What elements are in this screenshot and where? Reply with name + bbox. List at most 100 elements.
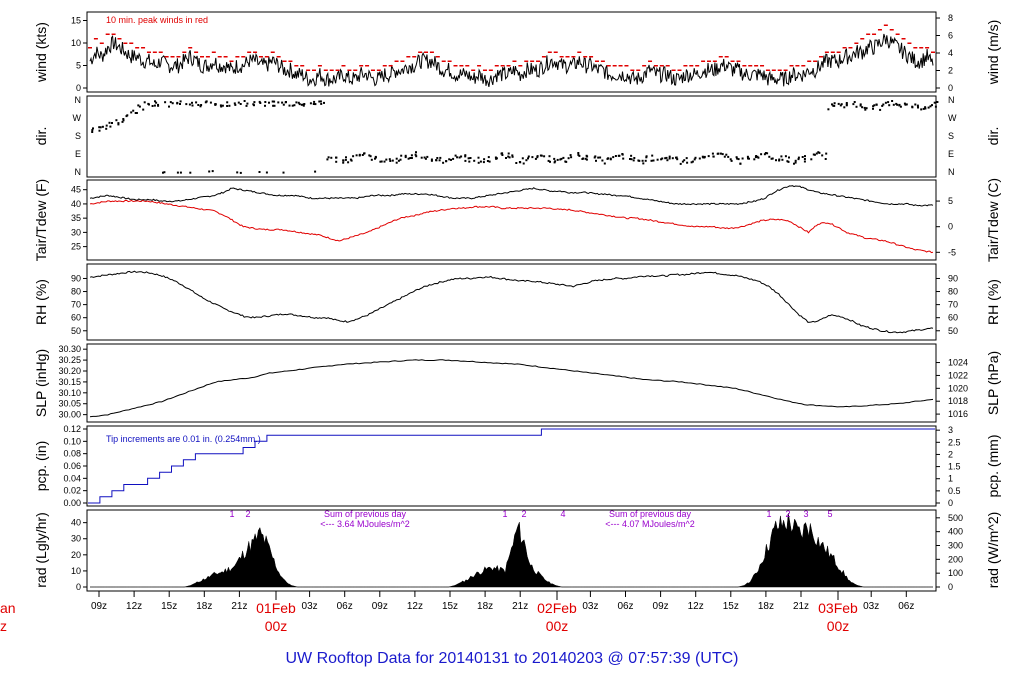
wind-peak-mark — [577, 51, 582, 53]
dir-point — [298, 103, 301, 106]
dir-point — [522, 162, 525, 165]
dir-point — [786, 160, 789, 163]
rad-day-mark: 3 — [803, 509, 808, 519]
ytick-right-temp: -5 — [948, 247, 956, 257]
wind-peak-mark — [583, 56, 588, 58]
dir-point — [595, 159, 597, 162]
wind-peak-mark — [429, 51, 434, 53]
dir-point — [839, 104, 842, 107]
ytick-right-rh: 80 — [948, 287, 958, 297]
dir-point — [101, 125, 104, 128]
dir-point — [454, 154, 457, 157]
dir-point — [852, 103, 855, 106]
dir-point — [488, 160, 491, 163]
xtick-label: 06z — [898, 601, 914, 612]
dir-point — [727, 155, 730, 158]
dir-point — [664, 157, 667, 160]
dir-point — [197, 104, 200, 106]
panel-frame-rad — [86, 509, 937, 592]
dir-point — [556, 158, 559, 161]
wind-peak-mark — [447, 60, 452, 62]
dir-point — [126, 114, 129, 117]
dir-point — [105, 127, 108, 130]
wind-peak-mark — [547, 51, 552, 53]
dir-point — [350, 159, 353, 162]
wind-peak-mark — [182, 51, 187, 53]
dir-point — [554, 160, 557, 163]
dir-point — [268, 101, 270, 104]
dir-point — [527, 157, 529, 160]
dir-point — [438, 159, 441, 162]
wind-peak-mark — [789, 65, 794, 67]
ylabel-right-rad: rad (W/m^2) — [985, 512, 1001, 589]
rad-day-mark: 2 — [521, 509, 526, 519]
dir-point — [892, 103, 895, 106]
wind-peak-mark — [653, 65, 658, 67]
dir-point — [597, 156, 600, 159]
wind-peak-mark — [258, 56, 263, 58]
wind-peak-mark — [718, 56, 723, 58]
dir-point — [656, 158, 659, 161]
wind-peak-mark — [612, 65, 617, 67]
ytick-right-dir: E — [948, 149, 954, 159]
dir-point — [801, 156, 804, 158]
dir-point — [450, 158, 452, 161]
dir-point — [345, 156, 347, 159]
dir-point — [358, 153, 361, 156]
dir-point — [369, 155, 372, 158]
wind-peak-mark — [536, 60, 541, 62]
wind-peak-mark — [600, 60, 605, 62]
dir-point — [601, 159, 604, 162]
wind-peak-mark — [777, 69, 782, 71]
dir-point — [911, 105, 914, 108]
dir-point — [585, 158, 588, 161]
dir-point — [927, 106, 930, 109]
dir-point — [698, 157, 701, 160]
dir-point — [273, 104, 276, 107]
ytick-right-rh: 90 — [948, 273, 958, 283]
wind-peak-mark — [500, 65, 505, 67]
dir-point — [309, 102, 312, 105]
dir-point — [456, 156, 459, 159]
title-timezone: (UTC) — [694, 650, 739, 667]
panel-frame-slp — [86, 343, 937, 423]
dir-point — [137, 104, 140, 107]
dir-point — [452, 157, 455, 160]
dir-point — [319, 100, 322, 103]
wind-peak-mark — [223, 56, 228, 58]
ytick-left-slp: 30.15 — [58, 377, 81, 387]
dir-point — [448, 158, 451, 161]
dir-point — [593, 156, 596, 159]
dir-point — [179, 100, 182, 103]
wind-peak-mark — [247, 51, 252, 53]
dir-point — [818, 151, 821, 154]
dir-point — [122, 119, 125, 122]
dir-point — [219, 104, 222, 107]
dir-point — [815, 152, 818, 155]
dir-point — [511, 154, 514, 157]
dir-point — [420, 156, 423, 159]
wind-peak-mark — [117, 38, 122, 40]
dir-point — [859, 103, 862, 106]
wind-peak-mark — [406, 56, 411, 58]
ytick-left-wind: 5 — [76, 61, 81, 71]
dir-point — [825, 152, 828, 155]
dir-point — [314, 170, 317, 173]
rad-sum-label-2: Sum of previous day — [609, 509, 692, 519]
dir-point — [549, 160, 551, 163]
wind-peak-mark — [217, 56, 222, 58]
ytick-left-temp: 40 — [71, 199, 81, 209]
panel-frame-temp — [86, 179, 937, 261]
ytick-right-pcp: 0 — [948, 498, 953, 508]
wind-peak-mark — [288, 60, 293, 62]
wind-peak-mark — [801, 65, 806, 67]
wind-peak-mark — [701, 60, 706, 62]
ylabel-right-temp: Tair/Tdew (C) — [985, 178, 1001, 262]
wind-peak-mark — [353, 69, 358, 71]
wind-peak-mark — [724, 56, 729, 58]
tair-line — [89, 185, 934, 207]
wind-peak-mark — [176, 56, 181, 58]
dir-point — [650, 159, 653, 162]
wind-peak-mark — [488, 69, 493, 71]
wind-peak-mark — [695, 65, 700, 67]
